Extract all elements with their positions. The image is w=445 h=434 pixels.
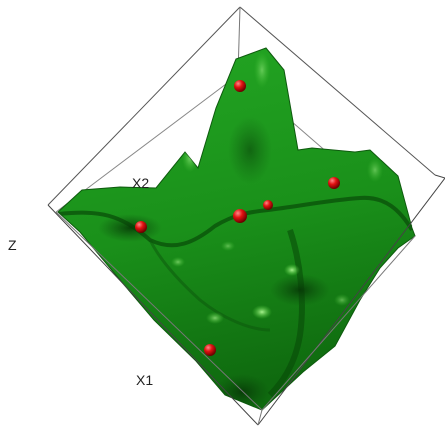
- data-point: [135, 221, 147, 233]
- data-point: [263, 200, 273, 210]
- x1-axis-label: X1: [136, 372, 153, 388]
- data-point: [234, 80, 246, 92]
- x2-axis-label: X2: [132, 175, 149, 191]
- data-point: [204, 344, 216, 356]
- data-points: [135, 80, 340, 356]
- data-point: [328, 177, 340, 189]
- z-axis-label: Z: [8, 237, 17, 253]
- bounding-box-front: [47, 174, 445, 426]
- data-point: [233, 209, 247, 223]
- surface: [57, 47, 416, 411]
